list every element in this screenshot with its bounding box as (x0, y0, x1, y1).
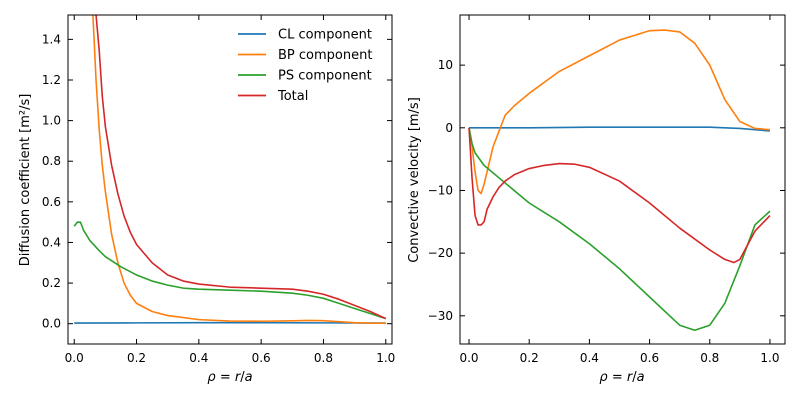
diffusion-plot-frame (67, 14, 393, 345)
convective-x-tick-label: 0.8 (700, 351, 719, 365)
convective-cl-component-line (469, 126, 771, 132)
diffusion-y-tick-label: 1.0 (42, 114, 61, 128)
diffusion-x-axis-label: ρ = r/a (207, 370, 252, 385)
convective-x-tick-label: 0.4 (580, 351, 599, 365)
convective-x-axis-label: ρ = r/a (599, 370, 644, 385)
convective-x-tick-label: 1.0 (760, 351, 779, 365)
legend: CL component BP component PS component Tot… (238, 28, 372, 104)
convective-plot-frame (459, 14, 786, 345)
legend-label-total: Total (277, 89, 308, 104)
convective-panel: 0.0 0.2 0.4 0.6 0.8 1.0 10 0 −10 −20 −30 ρ = r/a C… (407, 14, 786, 385)
diffusion-x-tick-label: 0.8 (314, 351, 333, 365)
diffusion-bp-component-line (92, 15, 386, 325)
convective-bp-component-line (468, 29, 771, 195)
diffusion-y-tick-label: 0.4 (42, 235, 61, 249)
convective-x-tick-label: 0.6 (640, 351, 659, 365)
diffusion-x-tick-label: 0.2 (127, 351, 146, 365)
diffusion-x-tick-label: 0.6 (252, 351, 271, 365)
diffusion-y-tick-label: 1.2 (42, 73, 61, 87)
convective-y-tick-label: 0 (445, 121, 453, 135)
diffusion-x-tick-label: 1.0 (376, 351, 395, 365)
diffusion-ps-component-line (73, 221, 387, 320)
diffusion-y-tick-label: 0.8 (42, 154, 61, 168)
diffusion-y-tick-label: 0.0 (42, 317, 61, 331)
convective-y-tick-label: 10 (438, 58, 453, 72)
diffusion-y-tick-label: 1.4 (42, 32, 61, 46)
convective-ps-component-line (468, 127, 771, 332)
convective-y-tick-label: −10 (428, 183, 453, 197)
legend-label-cl-component: CL component (278, 28, 372, 43)
diffusion-y-tick-label: 0.6 (42, 195, 61, 209)
legend-label-ps-component: PS component (278, 69, 372, 84)
diffusion-x-tick-label: 0.4 (189, 351, 208, 365)
diffusion-y-axis-label: Diffusion coefficient [m²/s] (18, 94, 33, 267)
convective-x-tick-label: 0.2 (520, 351, 539, 365)
convective-y-axis-label: Convective velocity [m/s] (407, 97, 422, 263)
convective-series-lines (468, 29, 771, 332)
convective-total-line (468, 127, 771, 264)
convective-y-tick-label: −30 (428, 309, 453, 323)
convective-x-tick-label: 0.0 (459, 351, 478, 365)
diffusion-series-lines (73, 15, 387, 325)
convective-y-tick-label: −20 (428, 246, 453, 260)
diffusion-panel: 0.0 0.2 0.4 0.6 0.8 1.0 0.0 0.2 0.4 0.6 0.8 1.0 1.2 1… (18, 14, 395, 385)
legend-label-bp-component: BP component (278, 48, 372, 63)
diffusion-x-tick-label: 0.0 (65, 351, 84, 365)
diffusion-total-line (95, 15, 387, 320)
diffusion-y-tick-label: 0.2 (42, 276, 61, 290)
